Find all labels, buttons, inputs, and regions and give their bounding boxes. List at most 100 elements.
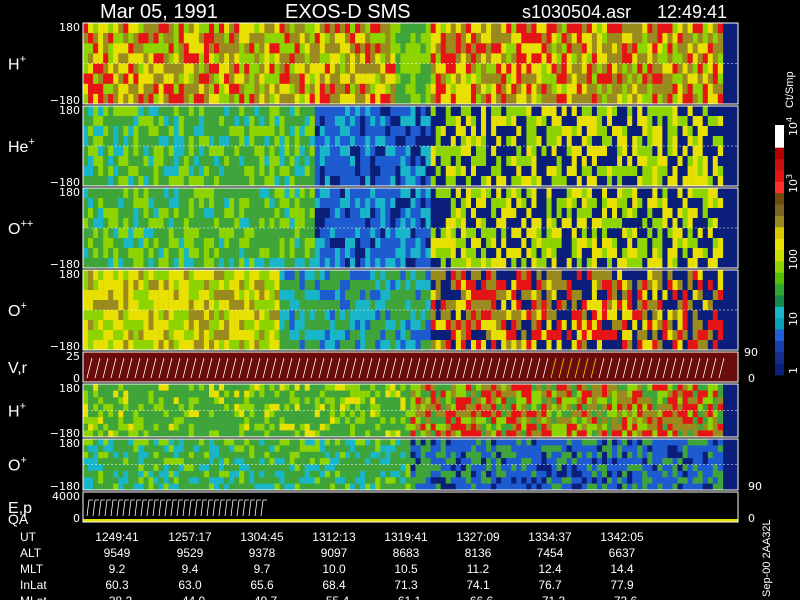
spectrogram-cell [546,156,552,167]
spectrogram-cell [98,53,104,64]
spectrogram-cell [591,430,598,438]
spectrogram-cell [148,410,154,418]
spectrogram-cell [304,300,310,311]
spectrogram-cell [133,208,139,219]
spectrogram-cell [244,188,250,199]
spectrogram-cell [581,410,588,418]
spectrogram-cell [385,43,391,54]
spectrogram-cell [476,270,482,281]
spectrogram-cell [355,63,361,74]
spectrogram-cell [602,238,608,249]
spectrogram-cell [123,340,129,351]
spectrogram-cell [531,176,537,187]
spectrogram-cell [214,228,220,239]
spectrogram-cell [531,417,537,424]
spectrogram-cell [83,340,89,351]
spectrogram-cell [607,270,613,281]
spectrogram-cell [596,146,603,157]
spectrogram-cell [531,23,537,34]
spectrogram-cell [314,410,321,418]
spectrogram-cell [440,156,446,167]
spectrogram-cell [163,53,169,64]
spectrogram-cell [83,33,89,44]
spectrogram-cell [707,166,714,177]
spectrogram-cell [581,248,588,259]
spectrogram-cell [521,430,527,438]
spectrogram-cell [128,33,134,44]
spectrogram-cell [375,23,381,34]
spectrogram-cell [395,417,401,424]
spectrogram-cell [672,290,678,301]
spectrogram-cell [193,53,200,64]
spectrogram-cell [289,73,295,84]
spectrogram-cell [294,403,300,411]
spectrogram-cell [108,280,114,291]
spectrogram-cell [375,238,381,249]
spectrogram-cell [556,417,562,424]
spectrogram-cell [350,417,356,424]
spectrogram-cell [496,136,502,147]
spectrogram-cell [586,340,593,351]
spectrogram-cell [340,410,346,418]
spectrogram-cell [566,166,572,177]
spectrogram-cell [163,238,169,249]
spectrogram-cell [561,33,567,44]
spectrogram-cell [440,300,446,311]
spectrogram-cell [163,43,169,54]
spectrogram-cell [506,176,512,187]
spectrogram-cell [445,330,452,341]
spectrogram-cell [173,126,179,137]
spectrogram-cell [203,430,210,438]
spectrogram-cell [717,270,724,281]
spectrogram-cell [244,106,250,117]
spectrogram-cell [526,340,532,351]
spectrogram-cell [491,430,497,438]
spectrogram-cell [274,390,280,398]
spectrogram-cell [697,93,703,105]
spectrogram-cell [98,228,104,239]
spectrogram-cell [541,208,547,219]
spectrogram-cell [234,218,240,229]
spectrogram-cell [319,43,326,54]
spectrogram-cell [637,198,643,209]
spectrogram-cell [269,384,275,391]
spectrogram-cell [123,390,129,398]
spectrogram-cell [188,290,195,301]
spectrogram-cell [612,198,618,209]
spectrogram-cell [677,83,683,95]
spectrogram-cell [501,93,507,105]
spectrogram-cell [209,83,215,95]
spectrogram-cell [657,228,663,239]
spectrogram-cell [340,340,346,351]
spectrogram-cell [551,430,557,438]
spectrogram-cell [133,176,139,187]
spectrogram-cell [667,228,673,239]
spectrogram-cell [380,63,386,74]
spectrogram-cell [410,126,416,137]
spectrogram-cell [591,93,598,105]
spectrogram-cell [541,403,547,411]
velocity-mark [374,357,381,379]
spectrogram-cell [304,423,310,431]
spectrogram-cell [254,390,260,398]
spectrogram-cell [214,116,220,127]
spectrogram-cell [607,106,613,117]
spectrogram-cell [405,280,411,291]
spectrogram-cell [410,310,416,321]
spectrogram-cell [415,330,421,341]
spectrogram-cell [234,310,240,321]
spectrogram-cell [229,218,235,229]
spectrogram-cell [596,410,603,418]
spectrogram-cell [274,53,280,64]
spectrogram-cell [607,53,613,64]
spectrogram-cell [707,93,714,105]
spectrogram-cell [410,390,416,398]
spectrogram-cell [501,126,507,137]
spectrogram-cell [697,188,703,199]
spectrogram-cell [586,280,593,291]
spectrogram-cell [183,397,190,405]
spectrogram-cell [420,208,426,219]
spectrogram-cell [455,73,462,84]
spectrogram-cell [284,63,290,74]
spectrogram-cell [259,83,265,95]
